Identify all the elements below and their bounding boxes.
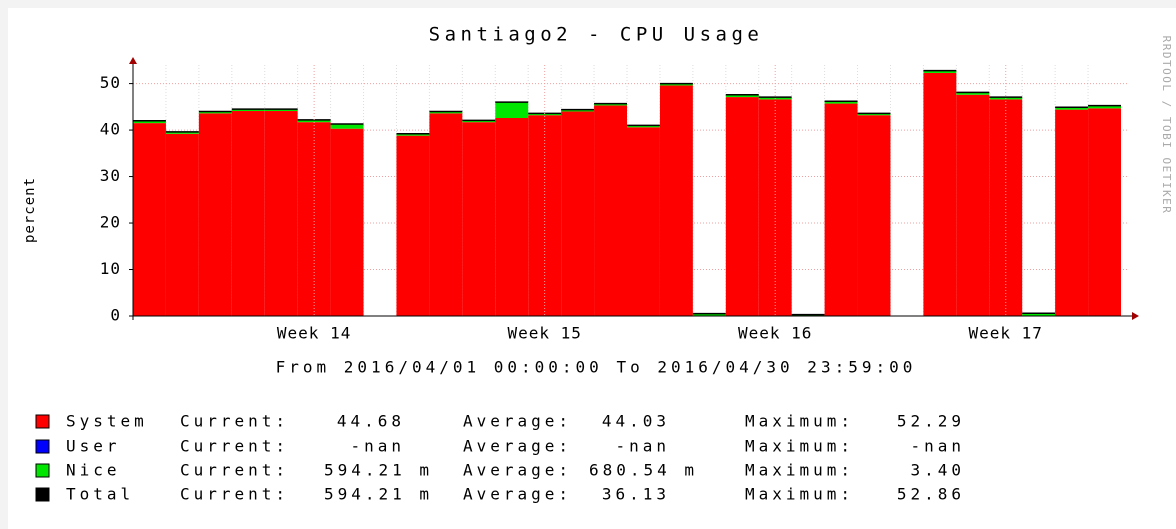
stat-label: Maximum: [745,412,854,431]
area-segment [561,109,595,112]
area-segment [824,103,858,317]
stat-value: -nan [615,437,670,456]
y-tick-label: 0 [110,306,121,325]
stat-value: 44.68 [337,412,405,431]
area-segment [923,72,957,316]
y-axis-label: percent [22,177,38,243]
area-segment [725,97,759,316]
area-segment [824,101,858,104]
area-segment [462,120,496,123]
legend-label: System [66,412,148,431]
stat-value: 680.54 m [589,461,698,480]
area-segment [1088,108,1121,316]
subtitle: From 2016/04/01 00:00:00 To 2016/04/30 2… [276,358,917,377]
area-segment [594,103,627,106]
area-segment [396,135,430,316]
area-segment [495,117,529,316]
area-segment [165,131,199,134]
x-axis-arrow [1132,312,1139,320]
stat-value: 594.21 m [324,485,433,504]
area-segment [133,120,166,124]
area-segment [198,111,232,114]
y-tick-label: 10 [100,259,121,278]
area-segment [1088,105,1121,109]
area-segment [462,122,496,316]
area-segment [857,115,891,316]
area-segment [627,125,660,128]
area-segment [297,119,331,123]
y-tick-label: 20 [100,213,121,232]
area-segment [297,122,331,316]
area-segment [923,70,957,73]
x-tick-label: Week 16 [738,324,812,343]
stat-value: 52.86 [897,485,965,504]
area-segment [956,92,990,95]
y-axis-arrow [129,57,137,64]
stat-value: 594.21 m [324,461,433,480]
area-segment [692,313,726,316]
area-segment [429,111,463,114]
stat-value: 52.29 [897,412,965,431]
x-tick-label: Week 15 [507,324,581,343]
area-segment [989,99,1023,316]
area-segment [264,109,298,112]
area-segment [659,85,693,317]
area-segment [1022,313,1056,316]
stat-value: 44.03 [602,412,670,431]
area-segment [659,83,693,86]
legend-swatch [35,487,50,502]
stat-label: Maximum: [745,485,854,504]
area-segment [956,94,990,317]
stat-value: -nan [910,437,965,456]
area-segment [758,99,792,316]
area-segment [725,94,759,98]
stat-label: Average: [463,437,572,456]
area-segment [396,133,430,136]
area-segment [561,111,595,317]
stat-label: Average: [463,412,572,431]
area-segment [231,109,265,112]
x-tick-label: Week 14 [277,324,351,343]
watermark: RRDTOOL / TOBI OETIKER [1160,36,1173,215]
area-segment [330,128,364,316]
area-segment [231,111,265,317]
legend-swatch [35,414,50,429]
legend-label: Nice [66,461,121,480]
chart-title: Santiago2 - CPU Usage [429,24,764,46]
area-segment [627,127,660,316]
stat-label: Current: [180,485,289,504]
stat-label: Maximum: [745,461,854,480]
stat-value: 3.40 [910,461,965,480]
stat-label: Average: [463,485,572,504]
area-segment [495,102,529,118]
stat-value: -nan [350,437,405,456]
stat-value: 36.13 [602,485,670,504]
y-tick-label: 30 [100,166,121,185]
stat-label: Maximum: [745,437,854,456]
area-segment [594,105,627,316]
y-tick-label: 40 [100,120,121,139]
area-segment [857,113,891,116]
area-segment [264,111,298,317]
area-segment [330,124,364,129]
stat-label: Average: [463,461,572,480]
area-segment [1055,107,1089,110]
area-segment [133,123,166,316]
area-segment [528,113,562,116]
area-segment [165,133,199,316]
stat-label: Current: [180,461,289,480]
stat-label: Current: [180,412,289,431]
area-segment [1055,109,1089,316]
area-segment [198,113,232,316]
legend-label: Total [66,485,134,504]
x-tick-label: Week 17 [969,324,1043,343]
area-segment [429,113,463,316]
legend-swatch [35,463,50,478]
stat-label: Current: [180,437,289,456]
y-tick-label: 50 [100,73,121,92]
legend-label: User [66,437,121,456]
legend-swatch [35,439,50,454]
